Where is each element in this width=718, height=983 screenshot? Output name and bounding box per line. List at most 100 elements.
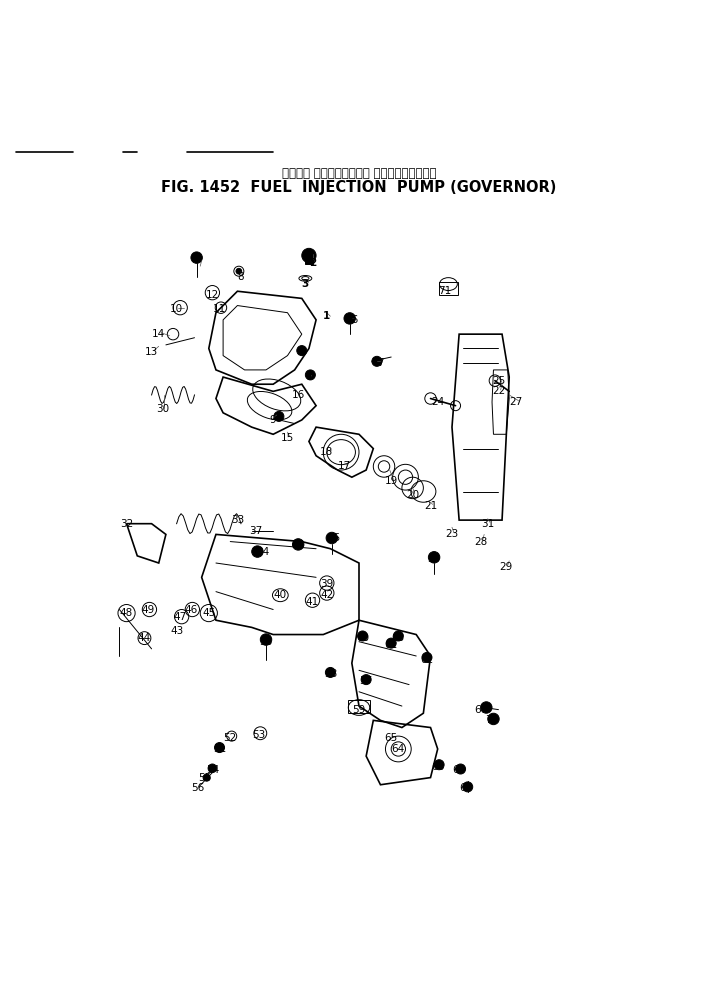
Text: 3: 3 <box>302 279 309 289</box>
Text: 18: 18 <box>320 447 333 457</box>
Text: 46: 46 <box>185 605 197 614</box>
Text: 47: 47 <box>174 611 187 621</box>
Text: 58: 58 <box>324 668 337 679</box>
Circle shape <box>208 764 217 773</box>
Circle shape <box>386 638 396 648</box>
Circle shape <box>462 781 472 792</box>
Text: 54: 54 <box>206 766 219 776</box>
Text: 22: 22 <box>492 386 505 396</box>
Text: 40: 40 <box>274 590 287 601</box>
Circle shape <box>203 774 210 781</box>
Circle shape <box>455 764 465 774</box>
Text: 64: 64 <box>392 744 405 754</box>
Circle shape <box>292 539 304 550</box>
Text: 16: 16 <box>292 390 305 400</box>
Text: 15: 15 <box>281 433 294 443</box>
Text: 42: 42 <box>320 590 333 601</box>
Text: 53: 53 <box>252 729 266 739</box>
Text: 10: 10 <box>170 304 183 315</box>
Text: 26: 26 <box>345 315 358 324</box>
Text: 35: 35 <box>327 533 340 543</box>
Text: 36: 36 <box>292 540 305 550</box>
Circle shape <box>326 532 337 544</box>
Circle shape <box>252 546 264 557</box>
Text: 45: 45 <box>202 608 215 618</box>
Text: 27: 27 <box>510 397 523 407</box>
Circle shape <box>480 702 492 714</box>
Bar <box>439 282 457 295</box>
Text: 43: 43 <box>170 626 183 636</box>
Text: 17: 17 <box>338 461 351 472</box>
Circle shape <box>344 313 355 324</box>
Text: 55: 55 <box>199 773 212 782</box>
Text: 13: 13 <box>145 347 158 357</box>
Circle shape <box>429 551 440 563</box>
Text: 39: 39 <box>320 580 333 590</box>
Bar <box>348 700 370 714</box>
Text: 44: 44 <box>138 633 151 643</box>
Text: 59: 59 <box>353 705 365 715</box>
Text: 69: 69 <box>460 783 473 793</box>
Text: フェエル インジェクション ポンプ　ガ　バ　ナ: フェエル インジェクション ポンプ ガ バ ナ <box>281 167 437 180</box>
Text: 25: 25 <box>492 376 505 385</box>
Text: 9: 9 <box>270 415 276 425</box>
Circle shape <box>191 252 202 263</box>
Circle shape <box>215 742 225 753</box>
Text: 14: 14 <box>152 329 165 339</box>
Text: 63: 63 <box>392 633 405 643</box>
Text: 4: 4 <box>195 254 202 264</box>
Text: 38: 38 <box>259 637 273 647</box>
Circle shape <box>372 356 382 367</box>
Text: 51: 51 <box>213 744 226 754</box>
Text: 41: 41 <box>306 598 319 607</box>
Text: 56: 56 <box>192 783 205 793</box>
Text: FIG. 1452  FUEL  INJECTION  PUMP (GOVERNOR): FIG. 1452 FUEL INJECTION PUMP (GOVERNOR) <box>162 180 556 195</box>
Text: 23: 23 <box>445 530 459 540</box>
Circle shape <box>302 249 316 262</box>
Text: 12: 12 <box>206 290 219 300</box>
Bar <box>304 254 313 264</box>
Text: 60: 60 <box>356 633 369 643</box>
Circle shape <box>434 760 444 770</box>
Text: 24: 24 <box>431 397 444 407</box>
Circle shape <box>236 268 242 274</box>
Text: 8: 8 <box>238 272 244 282</box>
Text: 20: 20 <box>406 491 419 500</box>
Text: 37: 37 <box>248 526 262 536</box>
Text: 6: 6 <box>306 372 312 382</box>
Text: 66: 66 <box>431 762 444 772</box>
Text: 61: 61 <box>385 640 398 651</box>
Text: 50: 50 <box>427 554 441 564</box>
Text: 57: 57 <box>360 676 373 686</box>
Circle shape <box>488 714 499 724</box>
Circle shape <box>305 370 315 379</box>
Text: 67: 67 <box>474 705 488 715</box>
Text: 68: 68 <box>452 766 466 776</box>
Circle shape <box>261 634 271 645</box>
Text: 71: 71 <box>438 286 452 296</box>
Text: 19: 19 <box>385 476 398 486</box>
Text: 7: 7 <box>377 358 383 368</box>
Circle shape <box>393 631 404 641</box>
Text: 48: 48 <box>120 608 133 618</box>
Circle shape <box>297 346 307 356</box>
Text: 11: 11 <box>213 304 226 315</box>
Text: 65: 65 <box>385 733 398 743</box>
Text: 30: 30 <box>156 404 169 414</box>
Text: 70: 70 <box>485 716 498 725</box>
Circle shape <box>361 674 371 684</box>
Text: 5: 5 <box>298 347 305 357</box>
Circle shape <box>422 653 432 663</box>
Text: 49: 49 <box>141 605 154 614</box>
Circle shape <box>274 412 284 422</box>
Text: 62: 62 <box>420 655 434 665</box>
Circle shape <box>358 631 368 641</box>
Text: 34: 34 <box>256 548 269 557</box>
Text: 29: 29 <box>499 561 512 571</box>
Text: 32: 32 <box>120 519 133 529</box>
Text: 28: 28 <box>474 537 488 547</box>
Text: 31: 31 <box>481 519 495 529</box>
Text: 52: 52 <box>223 733 237 743</box>
Text: 2: 2 <box>309 258 316 267</box>
Text: 33: 33 <box>230 515 244 525</box>
